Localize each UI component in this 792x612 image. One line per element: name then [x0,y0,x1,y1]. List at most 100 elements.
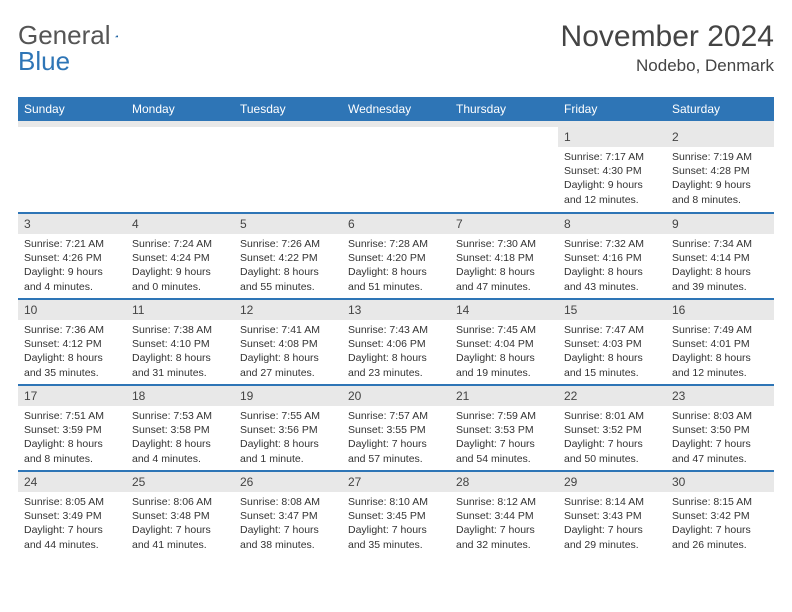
sunset-text: Sunset: 4:06 PM [348,337,444,351]
day-body: Sunrise: 7:24 AMSunset: 4:24 PMDaylight:… [126,234,234,297]
daylight-text: Daylight: 7 hours and 57 minutes. [348,437,444,465]
day-body: Sunrise: 7:36 AMSunset: 4:12 PMDaylight:… [18,320,126,383]
daylight-text: Daylight: 9 hours and 8 minutes. [672,178,768,206]
day-body: Sunrise: 7:21 AMSunset: 4:26 PMDaylight:… [18,234,126,297]
calendar-day-cell [450,127,558,213]
sunrise-text: Sunrise: 7:49 AM [672,323,768,337]
sunrise-text: Sunrise: 7:59 AM [456,409,552,423]
day-number: 7 [450,214,558,234]
day-body: Sunrise: 7:34 AMSunset: 4:14 PMDaylight:… [666,234,774,297]
sunrise-text: Sunrise: 8:06 AM [132,495,228,509]
day-body: Sunrise: 8:15 AMSunset: 3:42 PMDaylight:… [666,492,774,555]
location: Nodebo, Denmark [561,56,774,76]
calendar-body: 1Sunrise: 7:17 AMSunset: 4:30 PMDaylight… [18,127,774,557]
calendar-table: Sunday Monday Tuesday Wednesday Thursday… [18,97,774,557]
calendar-day-cell: 10Sunrise: 7:36 AMSunset: 4:12 PMDayligh… [18,299,126,385]
daylight-text: Daylight: 7 hours and 29 minutes. [564,523,660,551]
day-number: 9 [666,214,774,234]
calendar-day-cell: 14Sunrise: 7:45 AMSunset: 4:04 PMDayligh… [450,299,558,385]
calendar-day-cell: 25Sunrise: 8:06 AMSunset: 3:48 PMDayligh… [126,471,234,557]
sunset-text: Sunset: 4:18 PM [456,251,552,265]
day-body: Sunrise: 7:38 AMSunset: 4:10 PMDaylight:… [126,320,234,383]
sunset-text: Sunset: 3:56 PM [240,423,336,437]
day-number: 27 [342,472,450,492]
weekday-header: Saturday [666,97,774,121]
day-body: Sunrise: 8:05 AMSunset: 3:49 PMDaylight:… [18,492,126,555]
daylight-text: Daylight: 7 hours and 32 minutes. [456,523,552,551]
logo-part2: Blue [18,46,70,77]
calendar-week-row: 10Sunrise: 7:36 AMSunset: 4:12 PMDayligh… [18,299,774,385]
day-number: 3 [18,214,126,234]
sunset-text: Sunset: 3:48 PM [132,509,228,523]
day-body: Sunrise: 7:55 AMSunset: 3:56 PMDaylight:… [234,406,342,469]
day-body: Sunrise: 7:51 AMSunset: 3:59 PMDaylight:… [18,406,126,469]
daylight-text: Daylight: 8 hours and 23 minutes. [348,351,444,379]
sunrise-text: Sunrise: 8:10 AM [348,495,444,509]
day-number: 16 [666,300,774,320]
sunrise-text: Sunrise: 8:12 AM [456,495,552,509]
sunrise-text: Sunrise: 7:17 AM [564,150,660,164]
sunset-text: Sunset: 3:49 PM [24,509,120,523]
calendar-week-row: 3Sunrise: 7:21 AMSunset: 4:26 PMDaylight… [18,213,774,299]
day-number: 8 [558,214,666,234]
sunrise-text: Sunrise: 7:24 AM [132,237,228,251]
day-number: 19 [234,386,342,406]
weekday-header: Wednesday [342,97,450,121]
day-number: 2 [666,127,774,147]
sunset-text: Sunset: 4:22 PM [240,251,336,265]
daylight-text: Daylight: 8 hours and 27 minutes. [240,351,336,379]
sunrise-text: Sunrise: 7:51 AM [24,409,120,423]
sunrise-text: Sunrise: 7:43 AM [348,323,444,337]
calendar-week-row: 17Sunrise: 7:51 AMSunset: 3:59 PMDayligh… [18,385,774,471]
sunset-text: Sunset: 4:04 PM [456,337,552,351]
day-body: Sunrise: 7:32 AMSunset: 4:16 PMDaylight:… [558,234,666,297]
daylight-text: Daylight: 7 hours and 26 minutes. [672,523,768,551]
sunrise-text: Sunrise: 8:05 AM [24,495,120,509]
month-title: November 2024 [561,20,774,54]
daylight-text: Daylight: 7 hours and 41 minutes. [132,523,228,551]
sunrise-text: Sunrise: 7:30 AM [456,237,552,251]
day-number: 11 [126,300,234,320]
sunset-text: Sunset: 3:50 PM [672,423,768,437]
day-number: 13 [342,300,450,320]
day-number: 22 [558,386,666,406]
daylight-text: Daylight: 7 hours and 47 minutes. [672,437,768,465]
sunrise-text: Sunrise: 7:47 AM [564,323,660,337]
calendar-day-cell: 17Sunrise: 7:51 AMSunset: 3:59 PMDayligh… [18,385,126,471]
day-body: Sunrise: 7:28 AMSunset: 4:20 PMDaylight:… [342,234,450,297]
sunrise-text: Sunrise: 7:36 AM [24,323,120,337]
sunrise-text: Sunrise: 7:19 AM [672,150,768,164]
daylight-text: Daylight: 8 hours and 51 minutes. [348,265,444,293]
calendar-day-cell: 6Sunrise: 7:28 AMSunset: 4:20 PMDaylight… [342,213,450,299]
sunset-text: Sunset: 4:28 PM [672,164,768,178]
sunset-text: Sunset: 3:44 PM [456,509,552,523]
day-number: 20 [342,386,450,406]
calendar-day-cell: 5Sunrise: 7:26 AMSunset: 4:22 PMDaylight… [234,213,342,299]
day-body: Sunrise: 8:01 AMSunset: 3:52 PMDaylight:… [558,406,666,469]
day-number: 5 [234,214,342,234]
logo-icon [115,27,118,45]
day-number: 15 [558,300,666,320]
calendar-week-row: 1Sunrise: 7:17 AMSunset: 4:30 PMDaylight… [18,127,774,213]
day-body: Sunrise: 7:19 AMSunset: 4:28 PMDaylight:… [666,147,774,210]
sunset-text: Sunset: 4:14 PM [672,251,768,265]
daylight-text: Daylight: 8 hours and 55 minutes. [240,265,336,293]
daylight-text: Daylight: 8 hours and 39 minutes. [672,265,768,293]
day-number: 30 [666,472,774,492]
day-number: 24 [18,472,126,492]
day-body: Sunrise: 7:53 AMSunset: 3:58 PMDaylight:… [126,406,234,469]
daylight-text: Daylight: 8 hours and 43 minutes. [564,265,660,293]
calendar-day-cell: 11Sunrise: 7:38 AMSunset: 4:10 PMDayligh… [126,299,234,385]
day-number: 12 [234,300,342,320]
daylight-text: Daylight: 8 hours and 19 minutes. [456,351,552,379]
calendar-day-cell: 30Sunrise: 8:15 AMSunset: 3:42 PMDayligh… [666,471,774,557]
day-body: Sunrise: 7:43 AMSunset: 4:06 PMDaylight:… [342,320,450,383]
day-body: Sunrise: 7:49 AMSunset: 4:01 PMDaylight:… [666,320,774,383]
calendar-day-cell: 8Sunrise: 7:32 AMSunset: 4:16 PMDaylight… [558,213,666,299]
sunrise-text: Sunrise: 7:28 AM [348,237,444,251]
daylight-text: Daylight: 7 hours and 54 minutes. [456,437,552,465]
day-body: Sunrise: 7:47 AMSunset: 4:03 PMDaylight:… [558,320,666,383]
sunrise-text: Sunrise: 7:21 AM [24,237,120,251]
calendar-day-cell: 20Sunrise: 7:57 AMSunset: 3:55 PMDayligh… [342,385,450,471]
calendar-day-cell: 12Sunrise: 7:41 AMSunset: 4:08 PMDayligh… [234,299,342,385]
